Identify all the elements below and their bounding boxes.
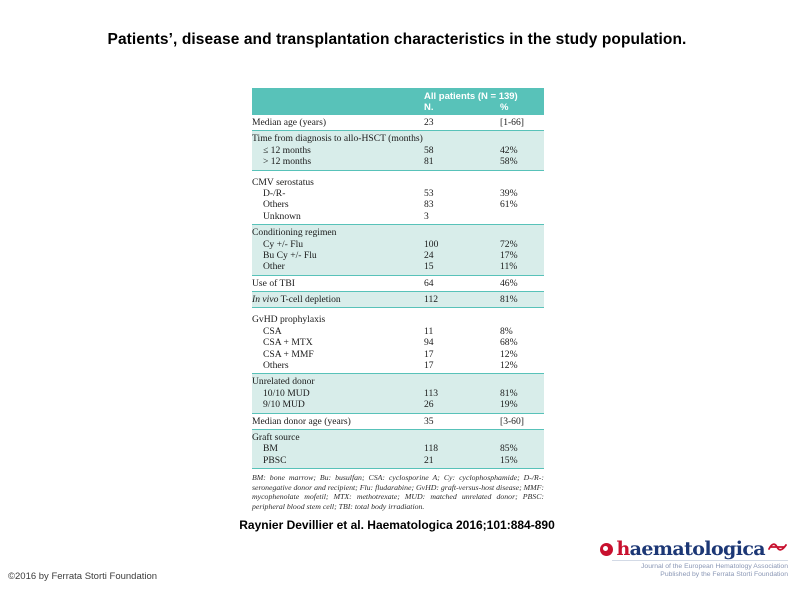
table-row: Unrelated donor (252, 376, 315, 388)
table-band: Median age (years) 23 [1-66] (252, 115, 544, 131)
table-band: In vivo T-cell depletion 112 81% (252, 291, 544, 309)
table-row: Median donor age (years) 35 [3-60] (252, 415, 524, 427)
table-row: Unknown 3 (263, 210, 429, 222)
haematologica-drop-icon (600, 542, 614, 556)
table-row: CSA + MTX 94 68% (263, 337, 518, 349)
table-body: Median age (years) 23 [1-66] Time from diag… (252, 115, 544, 470)
table-row: Cy +/- Flu 100 72% (263, 238, 518, 250)
table-row: ≤ 12 months 58 42% (263, 144, 518, 156)
copyright: ©2016 by Ferrata Storti Foundation (8, 571, 158, 582)
table-band: Time from diagnosis to allo-HSCT (months… (252, 130, 544, 171)
table-row: CSA + MMF 17 12% (263, 348, 518, 360)
table-band: GvHD prophylaxis CSA 11 8% CSA + MTX 94 68% CSA… (252, 308, 544, 374)
table-header-n: N. (424, 102, 434, 113)
citation: Raynier Devillier et al. Haematologica 2… (239, 518, 555, 532)
table-header-span: All patients (N = 139) (424, 91, 518, 102)
table-band: CMV serostatus D-/R- 53 39% Others 83 61% Unkno… (252, 170, 544, 225)
table-row: D-/R- 53 39% (263, 187, 518, 199)
logo-tagline-1: Journal of the European Hematology Assoc… (641, 563, 788, 570)
page-title: Patients’, disease and transplantation c… (107, 31, 687, 48)
table-row: GvHD prophylaxis (252, 314, 326, 326)
table-header: All patients (N = 139) N. % (252, 88, 544, 115)
table-band: Unrelated donor 10/10 MUD 113 81% 9/10 MUD 26… (252, 373, 544, 414)
table-footnote: BM: bone marrow; Bu: busulfan; CSA: cycl… (252, 473, 544, 511)
table-row: CSA 11 8% (263, 325, 513, 337)
logo-divider (612, 560, 788, 561)
table-row: PBSC 21 15% (263, 454, 518, 466)
table-row: CMV serostatus (252, 176, 314, 188)
table-row: In vivo T-cell depletion 112 81% (252, 294, 518, 306)
table-band: Graft source BM 118 85% PBSC 21 15% (252, 428, 544, 470)
eha-scribble-icon (768, 540, 788, 558)
table-band: Conditioning regimen Cy +/- Flu 100 72% Bu C… (252, 224, 544, 276)
haematologica-logo: haematologica Journal of the European He… (598, 539, 788, 579)
table-row: Bu Cy +/- Flu 24 17% (263, 249, 518, 261)
table-row: BM 118 85% (263, 443, 518, 455)
haematologica-wordmark: haematologica (616, 538, 765, 560)
table-row: Conditioning regimen (252, 227, 337, 239)
table-row: > 12 months 81 58% (263, 156, 518, 168)
logo-tagline-2: Published by the Ferrata Storti Foundati… (660, 571, 788, 578)
table-band: Median donor age (years) 35 [3-60] (252, 413, 544, 429)
table-row: Graft source (252, 431, 300, 443)
table-row: Use of TBI 64 46% (252, 277, 518, 289)
table-header-pct: % (500, 102, 509, 113)
table-row: Other 15 11% (263, 261, 518, 273)
table-row: 9/10 MUD 26 19% (263, 399, 518, 411)
table-row: Time from diagnosis to allo-HSCT (months… (252, 133, 423, 145)
table-row: Others 83 61% (263, 199, 518, 211)
characteristics-table: All patients (N = 139) N. % Median age (… (252, 88, 544, 512)
table-row: Median age (years) 23 [1-66] (252, 117, 524, 128)
table-row: 10/10 MUD 113 81% (263, 387, 518, 399)
table-band: Use of TBI 64 46% (252, 275, 544, 292)
table-row: Others 17 12% (263, 360, 518, 372)
